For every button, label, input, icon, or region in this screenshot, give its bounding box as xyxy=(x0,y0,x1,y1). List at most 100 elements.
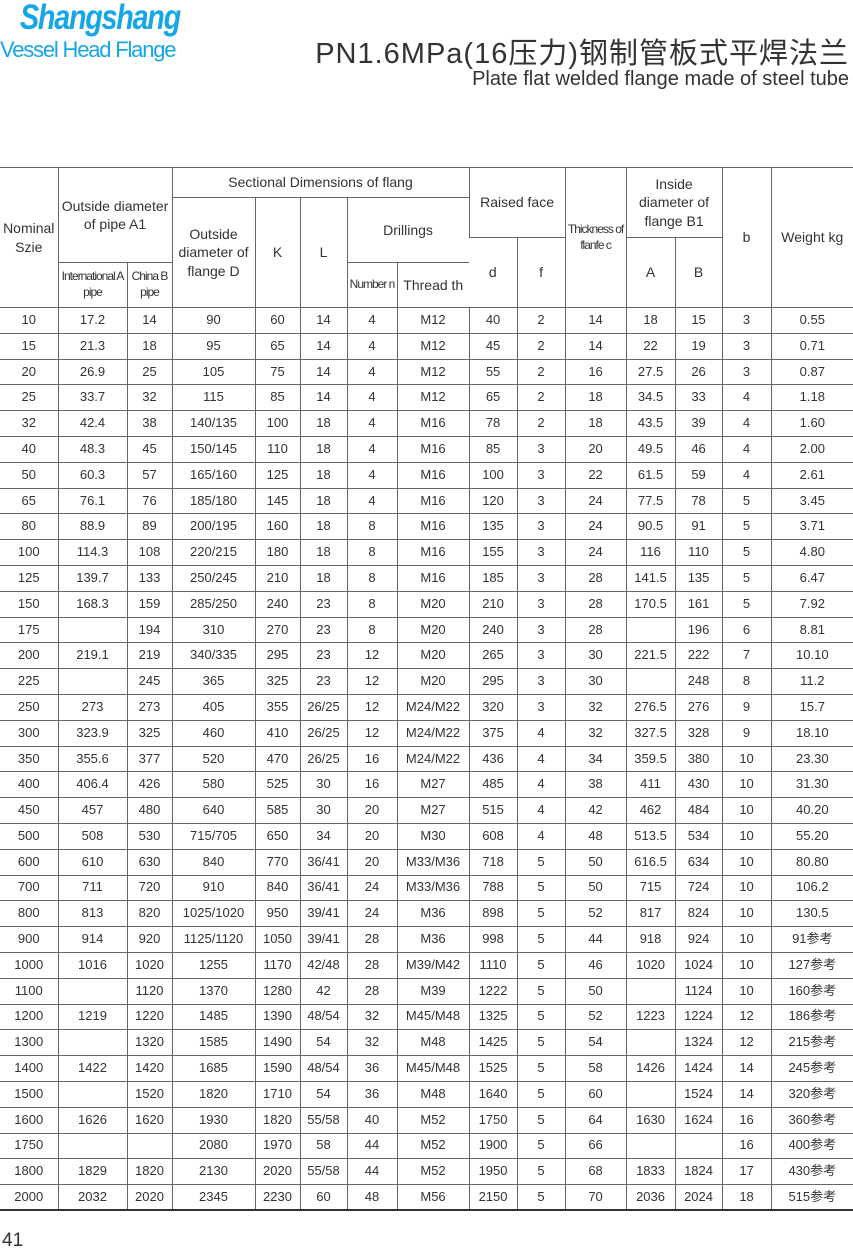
table-cell: 46 xyxy=(564,951,627,979)
table-cell: 0.55 xyxy=(770,307,853,334)
table-cell: 127参考 xyxy=(770,951,853,979)
table-cell xyxy=(57,977,128,1005)
table-cell: 11.2 xyxy=(770,668,853,695)
table-cell: 38 xyxy=(126,410,173,437)
table-cell: 248 xyxy=(674,668,723,695)
table-cell: 42/48 xyxy=(299,951,348,979)
table-cell: 18 xyxy=(299,564,348,592)
table-cell: 18 xyxy=(126,332,173,360)
table-cell: 64 xyxy=(564,1106,627,1134)
header-f: f xyxy=(516,237,566,308)
header-b-inside: B xyxy=(674,237,723,308)
table-cell: 20 xyxy=(564,435,627,463)
table-cell: 250/245 xyxy=(171,564,256,592)
table-cell: 14 xyxy=(126,307,173,334)
table-cell: M24/M22 xyxy=(396,719,470,747)
table-cell: 1620 xyxy=(126,1106,173,1134)
table-body: 10 17.2 14 90 60 14 4 M12 40 2 14 18 15 3 0.55 15 21.3 18… xyxy=(0,307,853,1211)
table-cell: 700 xyxy=(0,874,59,902)
header-number: Number n xyxy=(346,262,398,308)
table-cell: 450 xyxy=(0,797,59,824)
table-cell: 8 xyxy=(346,616,398,644)
table-cell: 276 xyxy=(674,693,723,721)
table-cell: 485 xyxy=(468,771,518,799)
table-cell: 359.5 xyxy=(625,745,676,773)
table-cell: 58 xyxy=(299,1132,348,1160)
table-cell: 1485 xyxy=(171,1003,256,1031)
table-cell: 45 xyxy=(126,435,173,463)
table-cell: 5 xyxy=(516,977,566,1005)
table-cell: 200 xyxy=(0,642,59,670)
table-cell: 139.7 xyxy=(57,564,128,592)
table-cell: 840 xyxy=(254,874,301,902)
table-cell: 60.3 xyxy=(57,461,128,489)
table-cell: 32 xyxy=(346,1003,398,1031)
table-cell: 2230 xyxy=(254,1184,301,1211)
brand-logo-tagline: Vessel Head Flange xyxy=(0,37,177,62)
table-cell: 325 xyxy=(254,668,301,695)
table-cell: 50 xyxy=(564,874,627,902)
table-cell: 350 xyxy=(0,745,59,773)
table-cell: 340/335 xyxy=(171,642,256,670)
table-cell: 135 xyxy=(674,564,723,592)
table-cell: 4 xyxy=(346,435,398,463)
header-a: A xyxy=(625,237,676,308)
table-cell: 2.61 xyxy=(770,461,853,489)
table-cell: 34 xyxy=(299,822,348,850)
table-cell: 4 xyxy=(516,745,566,773)
table-cell: 52 xyxy=(564,900,627,928)
table-row: 1000 1016 1020 1255 1170 42/48 28 M39/M42 1110 5 4… xyxy=(0,951,853,979)
table-cell: 918 xyxy=(625,926,676,953)
table-cell: 175 xyxy=(0,616,59,644)
table-cell: 2345 xyxy=(171,1184,256,1211)
table-cell: 39/41 xyxy=(299,926,348,953)
table-cell: 165/160 xyxy=(171,461,256,489)
table-cell: 1630 xyxy=(625,1106,676,1134)
table-cell: 1300 xyxy=(0,1029,59,1057)
table-cell: 4 xyxy=(346,461,398,489)
table-cell: 20 xyxy=(0,358,59,386)
table-cell: 1600 xyxy=(0,1106,59,1134)
table-cell xyxy=(625,1080,676,1108)
table-cell: 534 xyxy=(674,822,723,850)
table-cell: 48 xyxy=(346,1184,398,1211)
table-cell: 400参考 xyxy=(770,1132,853,1160)
table-cell: 1750 xyxy=(0,1132,59,1160)
table-cell: 100 xyxy=(0,539,59,566)
table-cell: 2 xyxy=(516,332,566,360)
table-cell: 500 xyxy=(0,822,59,850)
table-cell: 1820 xyxy=(171,1080,256,1108)
table-cell: 4.80 xyxy=(770,539,853,566)
table-cell: 12 xyxy=(346,642,398,670)
table-cell: 19 xyxy=(674,332,723,360)
table-cell: 2032 xyxy=(57,1184,128,1211)
header-weight: Weight kg xyxy=(770,167,853,308)
table-row: 300 323.9 325 460 410 26/25 12 M24/M22 375 4 32 327… xyxy=(0,719,853,747)
table-cell: 110 xyxy=(674,539,723,566)
header-inside-diameter: Inside diameter of flange B1 xyxy=(625,167,723,238)
table-cell: 48/54 xyxy=(299,1003,348,1031)
table-cell: M16 xyxy=(396,461,470,489)
table-cell: 48/54 xyxy=(299,1055,348,1082)
table-cell: 68 xyxy=(564,1158,627,1186)
table-cell: 14 xyxy=(299,332,348,360)
table-cell: 18 xyxy=(625,307,676,334)
table-cell: 66 xyxy=(564,1132,627,1160)
table-cell: 1110 xyxy=(468,951,518,979)
table-cell: 30 xyxy=(564,668,627,695)
table-cell: 480 xyxy=(126,797,173,824)
table-cell: 78 xyxy=(674,487,723,515)
table-cell: M48 xyxy=(396,1029,470,1057)
header-b: b xyxy=(721,167,772,308)
table-cell: 320参考 xyxy=(770,1080,853,1108)
table-cell: M12 xyxy=(396,332,470,360)
table-cell: 610 xyxy=(57,848,128,876)
table-cell: 100 xyxy=(254,410,301,437)
table-cell: M16 xyxy=(396,513,470,541)
table-cell: 3 xyxy=(516,693,566,721)
table-cell: 355 xyxy=(254,693,301,721)
table-cell: 4 xyxy=(721,435,772,463)
table-cell: 30 xyxy=(299,797,348,824)
table-cell: 3 xyxy=(516,435,566,463)
table-cell: 1.18 xyxy=(770,384,853,412)
